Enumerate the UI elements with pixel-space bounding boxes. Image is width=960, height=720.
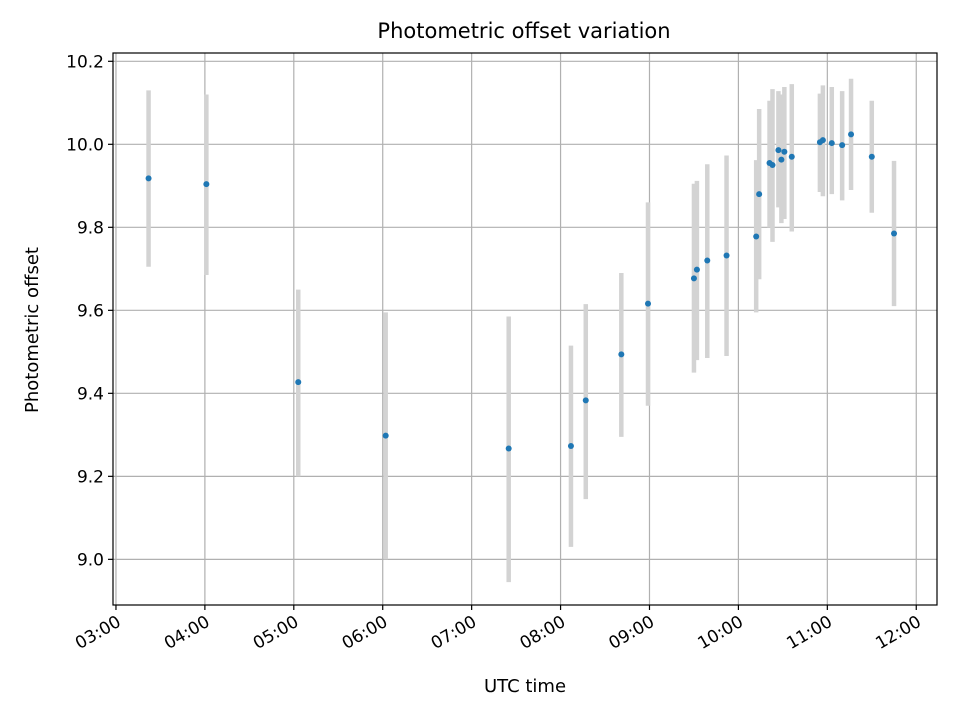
data-point [828, 140, 835, 147]
plot-frame [112, 52, 938, 606]
x-tick-label: 09:00 [606, 612, 658, 654]
data-point [868, 153, 875, 160]
y-axis-ticks: 9.0 9.2 9.4 9.6 9.8 10.0 10.2 [66, 52, 113, 570]
y-tick-label: 9.0 [77, 550, 104, 570]
x-tick-label: 06:00 [339, 612, 391, 654]
data-point [756, 191, 763, 198]
data-point [582, 397, 589, 404]
x-tick-label: 11:00 [783, 612, 835, 654]
y-tick-label: 10.2 [66, 52, 104, 72]
data-point [781, 148, 788, 155]
data-point [382, 432, 389, 439]
y-tick-label: 10.0 [66, 135, 104, 155]
y-tick-label: 9.2 [77, 467, 104, 487]
x-tick-label: 04:00 [161, 612, 213, 654]
x-tick-label: 08:00 [517, 612, 569, 654]
data-point [618, 351, 625, 358]
x-tick-label: 12:00 [872, 612, 924, 654]
data-point [145, 175, 152, 182]
data-point [819, 137, 826, 144]
data-points [145, 131, 898, 452]
data-point [295, 379, 302, 386]
y-tick-label: 9.4 [77, 384, 104, 404]
x-tick-label: 10:00 [694, 612, 746, 654]
data-point [690, 275, 697, 282]
data-point [505, 445, 512, 452]
data-point [693, 266, 700, 273]
data-point [723, 252, 730, 259]
y-tick-label: 9.6 [77, 301, 104, 321]
data-point [203, 181, 210, 188]
y-axis-label: Photometric offset [22, 247, 43, 413]
data-point [645, 300, 652, 307]
data-point [778, 156, 785, 163]
x-axis-label: UTC time [484, 676, 566, 697]
x-tick-label: 05:00 [250, 612, 302, 654]
data-point [848, 131, 855, 138]
grid-lines [113, 53, 937, 605]
data-point [788, 153, 795, 160]
data-point [891, 230, 898, 237]
data-point [769, 162, 776, 169]
data-point [839, 142, 846, 149]
data-point [775, 147, 782, 154]
x-tick-label: 07:00 [428, 612, 480, 654]
data-point [753, 233, 760, 240]
error-bars [146, 78, 897, 583]
chart-title: Photometric offset variation [377, 19, 670, 43]
x-tick-label: 03:00 [72, 612, 124, 654]
data-point [567, 443, 574, 450]
y-tick-label: 9.8 [77, 218, 104, 238]
data-point [704, 257, 711, 264]
x-axis-ticks: 03:00 04:00 05:00 06:00 07:00 08:00 09:00 10:00… [72, 605, 925, 654]
